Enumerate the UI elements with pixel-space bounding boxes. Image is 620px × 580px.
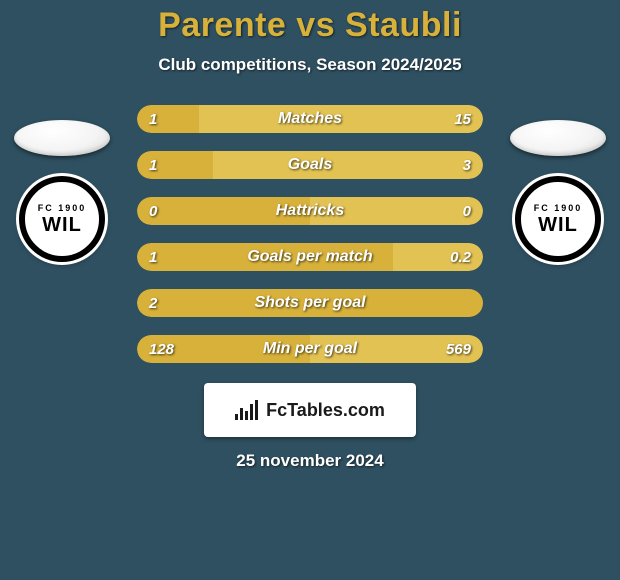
stat-value-right: 3	[451, 151, 483, 179]
stat-row: Goals1 3	[137, 151, 483, 179]
club-badge-right: FC 1900 WIL	[515, 176, 601, 262]
stat-value-right: 0.2	[438, 243, 483, 271]
stat-value-right: 15	[442, 105, 483, 133]
club-badge-left: FC 1900 WIL	[19, 176, 105, 262]
stat-label: Hattricks	[137, 197, 483, 225]
stat-row: Matches1 15	[137, 105, 483, 133]
stat-row: Hattricks0 0	[137, 197, 483, 225]
stat-label: Goals per match	[137, 243, 483, 271]
stat-value-left: 128	[137, 335, 186, 363]
logo-text: FcTables.com	[266, 400, 385, 421]
badge-line1: FC 1900	[534, 204, 583, 213]
comparison-title: Parente vs Staubli	[0, 6, 620, 45]
player-avatar-right	[510, 120, 606, 156]
stat-label: Matches	[137, 105, 483, 133]
badge-line1: FC 1900	[38, 204, 87, 213]
snapshot-date: 25 november 2024	[0, 451, 620, 471]
badge-line2: WIL	[538, 215, 578, 235]
stat-value-right: 0	[451, 197, 483, 225]
stat-value-left: 1	[137, 243, 169, 271]
stat-label: Min per goal	[137, 335, 483, 363]
right-player-column: FC 1900 WIL	[508, 120, 608, 262]
stat-value-left: 1	[137, 105, 169, 133]
stat-label: Shots per goal	[137, 289, 483, 317]
badge-line2: WIL	[42, 215, 82, 235]
stat-value-right: 569	[434, 335, 483, 363]
fctables-logo: FcTables.com	[204, 383, 416, 437]
stat-value-right	[459, 289, 483, 317]
logo-bars-icon	[235, 400, 258, 420]
left-player-column: FC 1900 WIL	[12, 120, 112, 262]
comparison-subtitle: Club competitions, Season 2024/2025	[0, 55, 620, 75]
stat-value-left: 2	[137, 289, 169, 317]
player-avatar-left	[14, 120, 110, 156]
stats-container: Matches115Goals13Hattricks00Goals per ma…	[137, 105, 483, 363]
stat-row: Min per goal128 569	[137, 335, 483, 363]
stat-label: Goals	[137, 151, 483, 179]
stat-value-left: 0	[137, 197, 169, 225]
stat-row: Goals per match1 0.2	[137, 243, 483, 271]
stat-row: Shots per goal2	[137, 289, 483, 317]
content-root: Parente vs Staubli Club competitions, Se…	[0, 0, 620, 580]
stat-value-left: 1	[137, 151, 169, 179]
